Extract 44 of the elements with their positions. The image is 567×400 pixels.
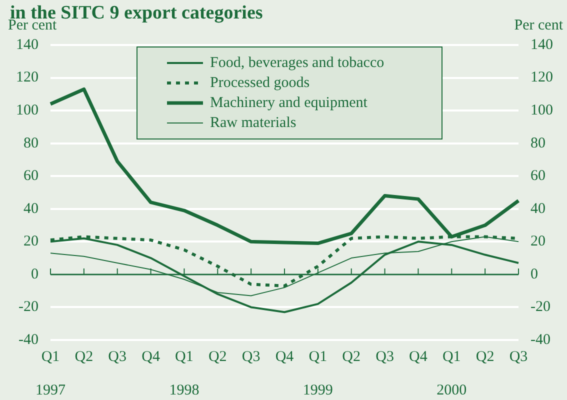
y2-tick-label: 60 <box>530 168 546 184</box>
x-tick-label: Q1 <box>41 348 60 365</box>
x-tick-label: Q2 <box>74 348 94 365</box>
legend-label: Raw materials <box>210 114 296 131</box>
y2-tick-label: 20 <box>530 234 546 250</box>
y2-tick-label: -20 <box>530 299 550 316</box>
x-tick-label: Q2 <box>208 348 227 365</box>
y-tick-label: 100 <box>16 102 38 118</box>
x-tick-label: Q3 <box>376 348 394 365</box>
legend-label: Processed goods <box>210 74 310 91</box>
x-tick-label: Q4 <box>275 348 294 365</box>
text: 1997 <box>36 382 66 398</box>
legend-label: Food, beverages and tobacco <box>210 54 384 71</box>
y2-axis-title: Per cent <box>514 17 564 34</box>
y-tick-label: 20 <box>24 234 38 250</box>
x-tick-label: Q3 <box>242 348 260 365</box>
y2-tick-label: 140 <box>530 36 553 53</box>
y-tick-label: 40 <box>24 200 38 217</box>
x-tick-label: Q1 <box>308 348 328 365</box>
x-tick-label: Q3 <box>108 348 127 365</box>
text: 1999 <box>302 382 333 398</box>
y-tick-label: 80 <box>24 135 38 152</box>
legend-label: Machinery and equipment <box>210 94 368 111</box>
text: 2000 <box>436 382 467 398</box>
y-tick-label: 0 <box>31 266 38 282</box>
y2-tick-label: -40 <box>530 332 550 348</box>
y-tick-label: -20 <box>18 299 38 316</box>
x-tick-label: Q3 <box>509 348 528 365</box>
x-tick-label: Q4 <box>142 348 160 365</box>
x-tick-label: Q2 <box>476 348 494 365</box>
y-tick-label: 140 <box>16 36 38 53</box>
y2-tick-label: 100 <box>530 102 553 118</box>
y2-tick-label: 80 <box>530 135 546 152</box>
x-tick-label: Q1 <box>442 348 461 365</box>
y2-tick-label: 0 <box>530 266 538 282</box>
x-tick-label: Q4 <box>409 348 428 365</box>
y2-tick-label: 120 <box>530 70 553 86</box>
y-tick-label: 60 <box>24 168 38 184</box>
x-tick-label: Q2 <box>342 348 361 365</box>
y-tick-label: -40 <box>18 332 38 348</box>
y-tick-label: 120 <box>16 70 38 86</box>
text: 1998 <box>169 382 200 398</box>
x-tick-label: Q1 <box>175 348 194 365</box>
y2-tick-label: 40 <box>530 200 546 217</box>
